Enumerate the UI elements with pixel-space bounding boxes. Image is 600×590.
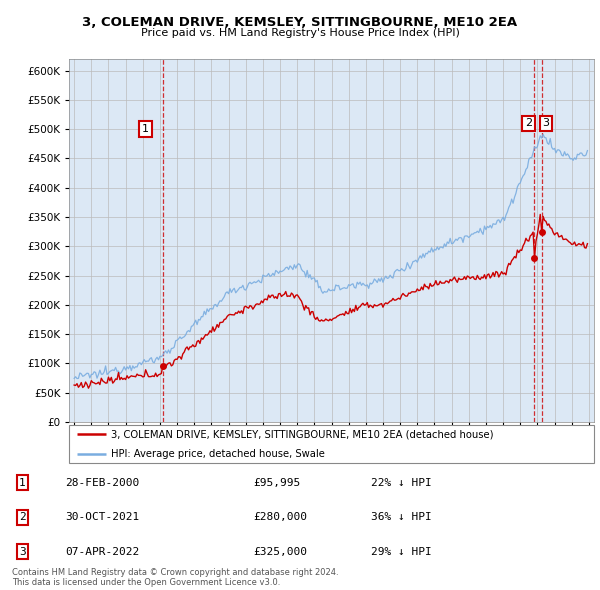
Text: This data is licensed under the Open Government Licence v3.0.: This data is licensed under the Open Gov… xyxy=(12,578,280,587)
Text: £325,000: £325,000 xyxy=(253,547,307,557)
Text: £95,995: £95,995 xyxy=(253,478,300,488)
Text: 22% ↓ HPI: 22% ↓ HPI xyxy=(371,478,431,488)
Text: 29% ↓ HPI: 29% ↓ HPI xyxy=(371,547,431,557)
Text: 2: 2 xyxy=(19,512,26,522)
Text: 1: 1 xyxy=(142,124,149,135)
Text: 2: 2 xyxy=(525,119,532,129)
Text: HPI: Average price, detached house, Swale: HPI: Average price, detached house, Swal… xyxy=(111,449,325,459)
Text: 30-OCT-2021: 30-OCT-2021 xyxy=(65,512,139,522)
Text: Price paid vs. HM Land Registry's House Price Index (HPI): Price paid vs. HM Land Registry's House … xyxy=(140,28,460,38)
Text: 3, COLEMAN DRIVE, KEMSLEY, SITTINGBOURNE, ME10 2EA (detached house): 3, COLEMAN DRIVE, KEMSLEY, SITTINGBOURNE… xyxy=(111,429,493,439)
Text: 36% ↓ HPI: 36% ↓ HPI xyxy=(371,512,431,522)
Text: 3, COLEMAN DRIVE, KEMSLEY, SITTINGBOURNE, ME10 2EA: 3, COLEMAN DRIVE, KEMSLEY, SITTINGBOURNE… xyxy=(82,16,518,29)
Text: 1: 1 xyxy=(19,478,26,488)
Text: £280,000: £280,000 xyxy=(253,512,307,522)
Text: 07-APR-2022: 07-APR-2022 xyxy=(65,547,139,557)
Text: 3: 3 xyxy=(19,547,26,557)
Text: Contains HM Land Registry data © Crown copyright and database right 2024.: Contains HM Land Registry data © Crown c… xyxy=(12,568,338,577)
Text: 3: 3 xyxy=(542,119,550,129)
Text: 28-FEB-2000: 28-FEB-2000 xyxy=(65,478,139,488)
